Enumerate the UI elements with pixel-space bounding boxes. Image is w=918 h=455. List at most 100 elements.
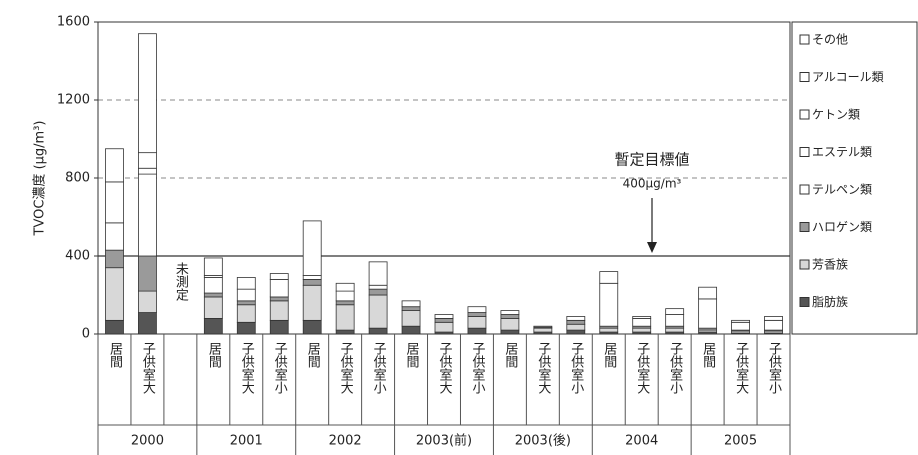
- bar-segment: [368, 261, 388, 286]
- bar-segment: [203, 257, 223, 276]
- bar-segment: [335, 290, 355, 302]
- bar-segment: [467, 316, 487, 329]
- bar-segment: [434, 321, 454, 333]
- y-tick-label: 1200: [57, 93, 90, 108]
- bar-segment: [599, 282, 619, 327]
- x-tick-label: 子供室小: [568, 342, 584, 395]
- legend-swatch: [799, 222, 810, 232]
- bar-segment: [236, 321, 256, 335]
- bar-segment: [731, 321, 750, 331]
- x-tick-label: 子供室大: [239, 342, 255, 394]
- bar-segment: [599, 327, 619, 333]
- x-tick-label: 子供室大: [437, 342, 453, 394]
- missing-note: 未測定: [173, 262, 189, 302]
- bar-segment: [698, 298, 718, 329]
- x-tick-label: 居間: [404, 342, 420, 369]
- bar-segment: [500, 310, 520, 315]
- bar-segment: [566, 319, 586, 325]
- bar-segment: [335, 282, 355, 292]
- legend-swatch: [799, 184, 810, 195]
- group-label: 2004: [625, 434, 658, 449]
- bar-segment: [138, 152, 157, 169]
- bar-segment: [138, 312, 157, 335]
- x-tick-label: 居間: [502, 342, 518, 369]
- bar-segment: [203, 317, 223, 335]
- legend-label: ハロゲン類: [812, 220, 872, 234]
- legend-label: アルコール類: [812, 70, 884, 84]
- x-tick-label: 子供室大: [140, 342, 156, 394]
- group-label: 2005: [724, 434, 757, 449]
- bar-segment: [368, 327, 388, 335]
- bar-segment: [203, 292, 223, 298]
- x-tick-label: 子供室大: [733, 342, 749, 394]
- bar-segment: [698, 286, 718, 300]
- bar-segment: [203, 277, 223, 294]
- bar-segment: [105, 319, 124, 335]
- bar-segment: [731, 319, 750, 323]
- bar-segment: [335, 300, 355, 306]
- bar-segment: [105, 181, 124, 224]
- bar-segment: [533, 325, 553, 328]
- x-tick-label: 子供室大: [338, 342, 354, 394]
- bar-segment: [401, 300, 421, 308]
- bar-segment: [105, 148, 124, 183]
- legend-label: 芳香族: [812, 258, 848, 272]
- x-tick-label: 子供室小: [469, 342, 485, 395]
- bar-segment: [302, 284, 322, 321]
- bar-segment: [138, 173, 157, 257]
- legend-swatch: [799, 109, 810, 120]
- x-tick-label: 居間: [700, 342, 716, 369]
- y-tick-label: 0: [82, 327, 90, 342]
- legend-swatch: [799, 259, 810, 270]
- legend-swatch: [799, 34, 810, 45]
- bar-segment: [138, 290, 157, 313]
- bar-segment: [236, 288, 256, 302]
- legend-label: 脂肪族: [812, 294, 848, 309]
- bar-segment: [335, 304, 355, 331]
- y-tick-label: 800: [65, 171, 90, 186]
- bar-segment: [269, 319, 289, 335]
- legend-swatch: [799, 297, 810, 307]
- x-tick-label: 居間: [601, 342, 617, 369]
- y-tick-label: 400: [65, 249, 90, 264]
- legend-swatch: [799, 72, 810, 82]
- bar-segment: [467, 312, 487, 317]
- bar-segment: [368, 288, 388, 296]
- bar-segment: [236, 304, 256, 323]
- x-tick-label: 子供室小: [371, 342, 387, 395]
- legend-label: テルペン類: [812, 183, 872, 197]
- legend-label: エステル類: [812, 145, 872, 159]
- bar-segment: [434, 317, 454, 323]
- group-label: 2000: [131, 434, 164, 449]
- bar-segment: [665, 327, 685, 333]
- bar-segment: [566, 329, 586, 335]
- bar-segment: [467, 327, 487, 335]
- bar-segment: [138, 33, 157, 154]
- bar-segment: [269, 273, 289, 280]
- bar-segment: [105, 249, 124, 269]
- bar-segment: [401, 310, 421, 327]
- bar-segment: [236, 277, 256, 290]
- bar-segment: [467, 306, 487, 313]
- bar-segment: [269, 278, 289, 298]
- bar-segment: [203, 296, 223, 319]
- bar-segment: [665, 314, 685, 327]
- legend-label: ケトン類: [812, 108, 860, 122]
- bar-segment: [335, 329, 355, 335]
- x-tick-label: 子供室小: [667, 342, 683, 395]
- bar-segment: [632, 317, 652, 327]
- target-label: 400μg/m³: [623, 177, 682, 191]
- bar-segment: [434, 314, 454, 319]
- legend-swatch: [799, 147, 810, 157]
- x-tick-label: 子供室小: [272, 342, 288, 395]
- bar-segment: [764, 316, 783, 321]
- target-title: 暫定目標値: [614, 151, 689, 169]
- x-tick-label: 居間: [107, 342, 123, 369]
- group-label: 2003(前): [416, 433, 472, 449]
- bar-segment: [302, 220, 322, 276]
- y-tick-label: 1600: [57, 15, 90, 30]
- x-tick-label: 子供室小: [766, 342, 782, 395]
- bar-segment: [500, 329, 520, 335]
- legend-frame: [791, 21, 918, 335]
